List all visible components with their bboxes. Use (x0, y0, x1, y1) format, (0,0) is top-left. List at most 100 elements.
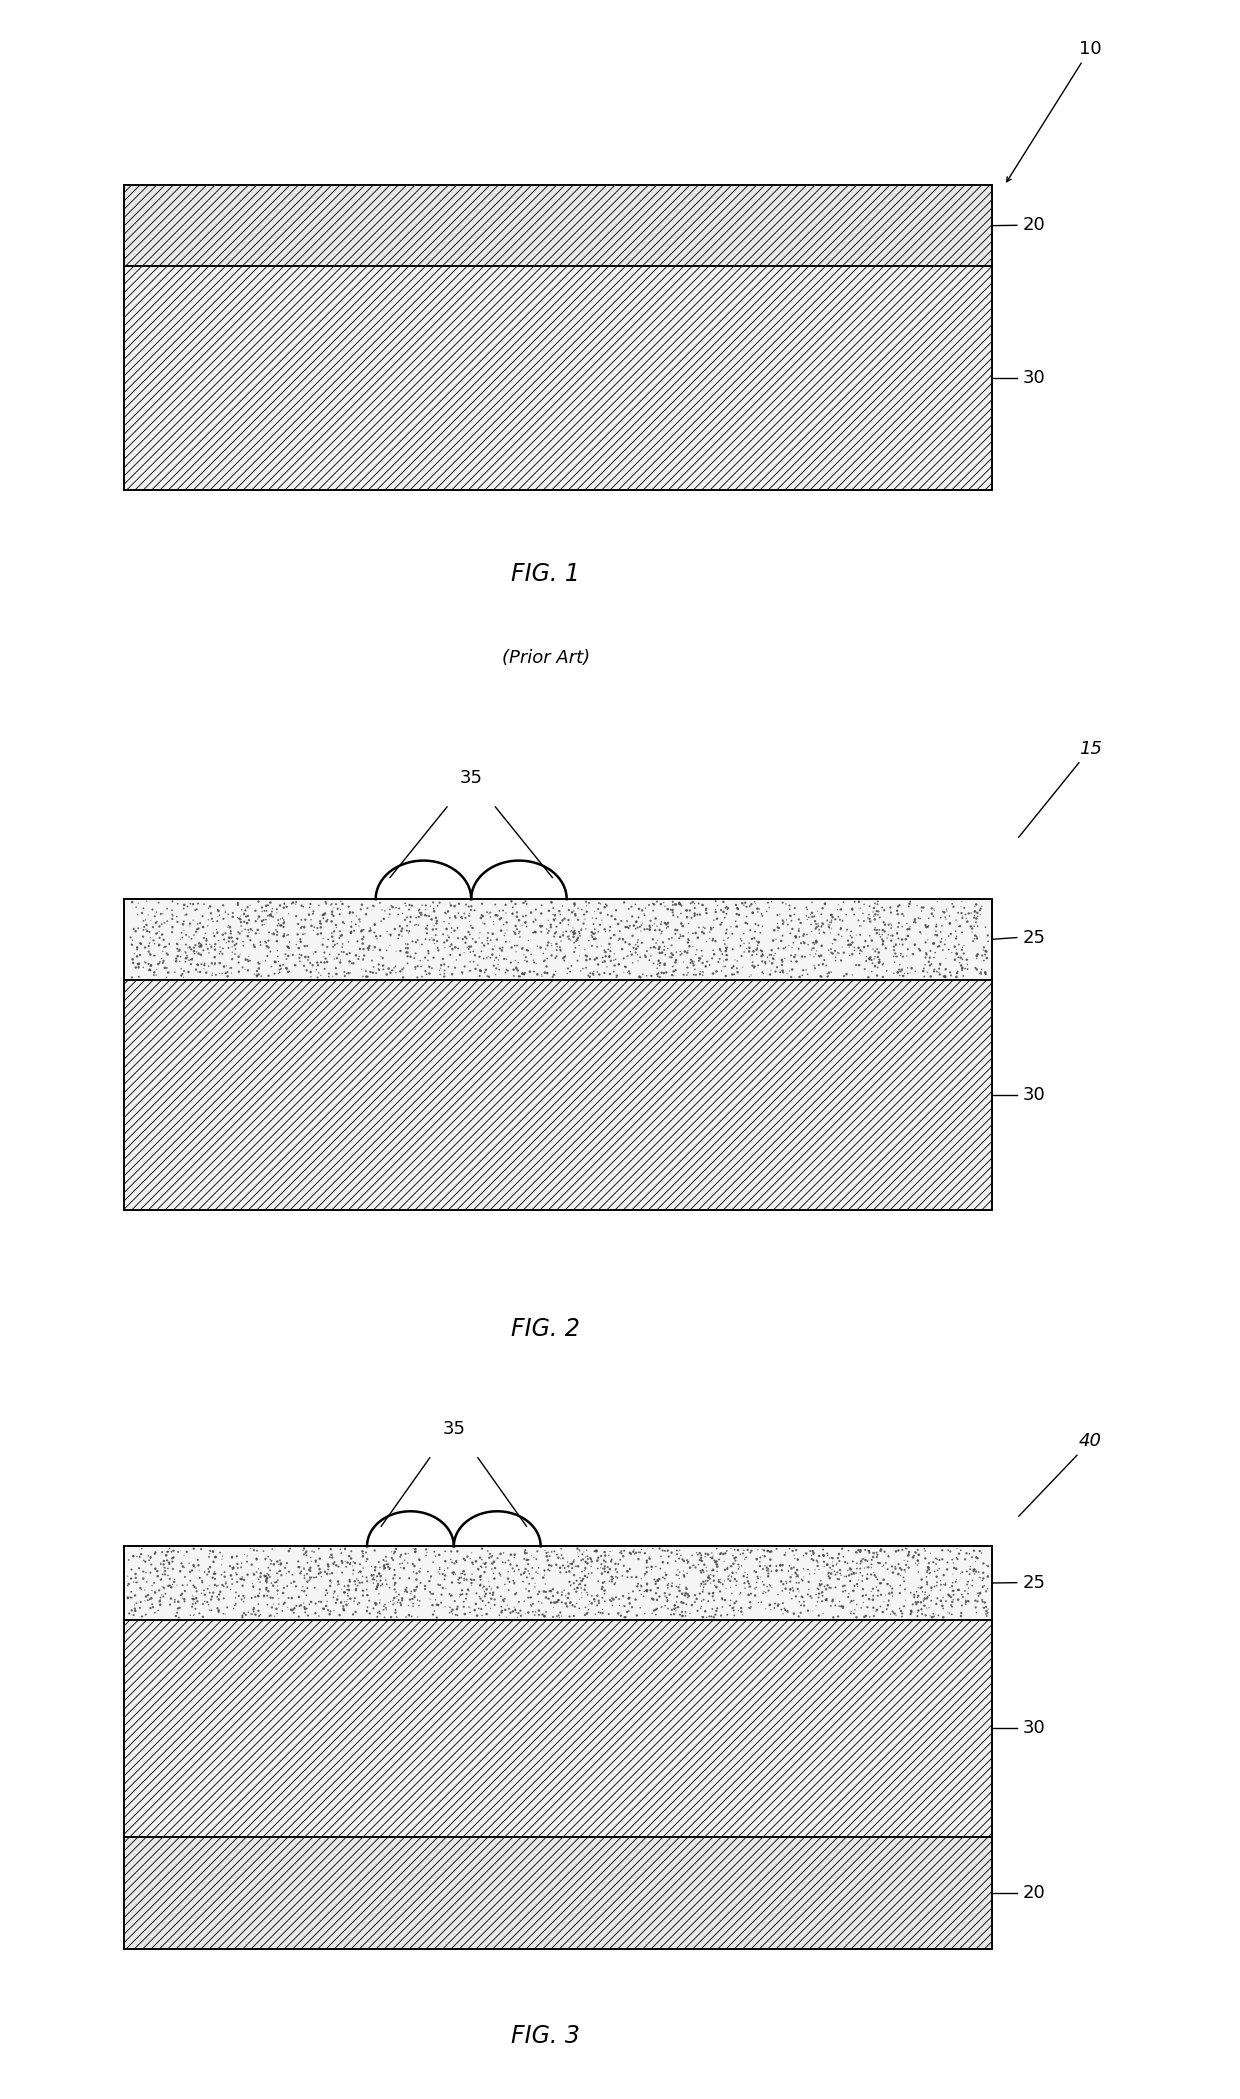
Point (149, 928, 169, 961)
Point (180, 888, 200, 921)
Point (642, 909, 662, 942)
Point (677, 900, 697, 934)
Point (200, 890, 219, 924)
Point (534, 1599, 554, 1633)
Point (914, 951, 934, 984)
Point (343, 1553, 363, 1587)
Point (487, 924, 507, 957)
Point (403, 1547, 423, 1581)
Point (541, 911, 560, 945)
Point (537, 913, 557, 947)
Point (758, 1534, 777, 1568)
Point (314, 898, 334, 932)
Point (642, 924, 662, 957)
Point (407, 1557, 427, 1591)
Point (363, 1566, 383, 1599)
Point (346, 1595, 366, 1629)
Point (734, 917, 754, 951)
Point (425, 919, 445, 953)
Point (226, 1555, 246, 1589)
Point (507, 896, 527, 930)
Point (169, 1602, 188, 1635)
Point (335, 1532, 355, 1566)
Point (892, 1599, 911, 1633)
Point (184, 903, 203, 936)
Point (419, 949, 439, 982)
Point (662, 1536, 682, 1570)
Point (131, 1536, 151, 1570)
Point (123, 886, 143, 919)
Point (139, 953, 159, 987)
Point (936, 953, 956, 987)
Point (213, 1583, 233, 1616)
Point (806, 911, 826, 945)
Point (506, 951, 526, 984)
Point (559, 1576, 579, 1610)
Point (614, 1539, 634, 1572)
Point (916, 911, 936, 945)
Point (915, 1576, 935, 1610)
Point (470, 915, 490, 949)
Point (657, 911, 677, 945)
Point (242, 1547, 262, 1581)
Point (888, 911, 908, 945)
Point (941, 1589, 961, 1623)
Point (564, 919, 584, 953)
Point (419, 951, 439, 984)
Point (175, 1551, 195, 1585)
Point (703, 1560, 723, 1593)
Point (768, 951, 787, 984)
Point (842, 892, 862, 926)
Point (748, 928, 768, 961)
Point (653, 1560, 673, 1593)
Point (580, 957, 600, 991)
Point (756, 1591, 776, 1625)
Point (548, 1583, 568, 1616)
Point (952, 1589, 972, 1623)
Point (909, 1578, 929, 1612)
Point (472, 888, 492, 921)
Point (480, 1576, 500, 1610)
Point (598, 1551, 618, 1585)
Point (363, 890, 383, 924)
Point (755, 1549, 775, 1583)
Point (185, 936, 205, 970)
Point (208, 924, 228, 957)
Point (670, 1574, 689, 1608)
Point (139, 1543, 159, 1576)
Point (961, 1549, 981, 1583)
Point (791, 1562, 811, 1595)
Point (585, 921, 605, 955)
Point (135, 1572, 155, 1606)
Point (725, 888, 745, 921)
Point (174, 892, 193, 926)
Point (923, 1599, 942, 1633)
Point (268, 915, 288, 949)
Point (319, 1593, 339, 1627)
Point (911, 1585, 931, 1618)
Point (246, 1581, 265, 1614)
Point (154, 1581, 174, 1614)
Point (167, 900, 187, 934)
Point (718, 1551, 738, 1585)
Point (873, 949, 893, 982)
Point (503, 959, 523, 993)
Point (936, 1566, 956, 1599)
Point (575, 1568, 595, 1602)
Point (554, 903, 574, 936)
Point (285, 1591, 305, 1625)
Point (289, 1599, 309, 1633)
Point (190, 1562, 210, 1595)
Point (956, 1585, 976, 1618)
Point (972, 1583, 992, 1616)
Point (311, 911, 331, 945)
Point (128, 932, 148, 966)
Point (608, 1555, 627, 1589)
Point (316, 1574, 336, 1608)
Point (237, 1545, 257, 1578)
Point (368, 1595, 388, 1629)
Point (374, 894, 394, 928)
Point (475, 955, 495, 989)
Point (692, 1568, 712, 1602)
Point (588, 1543, 608, 1576)
